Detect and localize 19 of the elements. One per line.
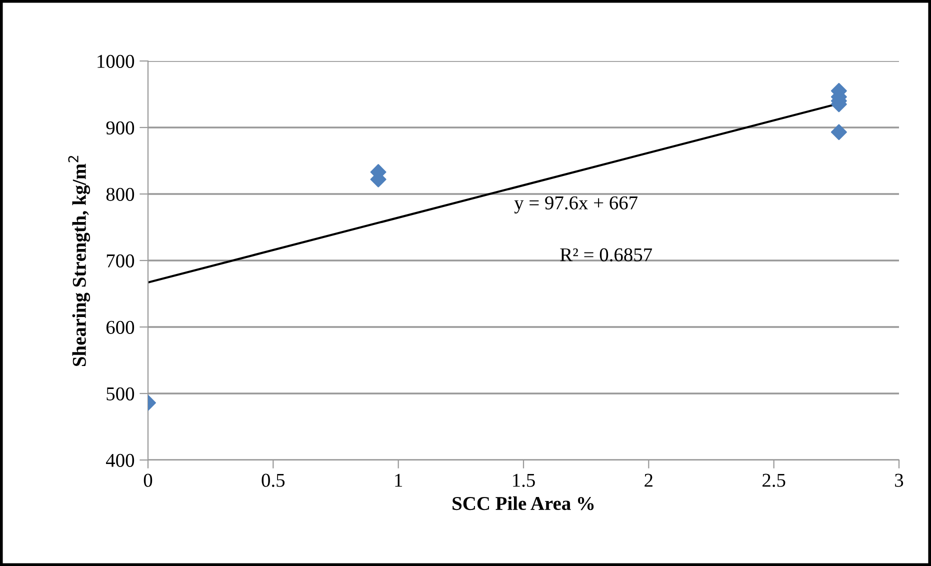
x-tick-label: 1.5 xyxy=(513,474,535,487)
y-tick-label: 700 xyxy=(106,254,134,268)
x-axis-title: SCC Pile Area % xyxy=(452,496,594,510)
y-tick-label: 900 xyxy=(106,121,134,134)
x-tick-label: 0 xyxy=(144,474,152,487)
y-tick-label: 600 xyxy=(106,320,134,334)
x-tick-label: 0.5 xyxy=(262,474,285,487)
x-tick-label: 3 xyxy=(895,474,904,487)
annotation: y = 97.6x + 667 xyxy=(514,196,638,214)
y-tick-label: 400 xyxy=(106,454,134,467)
y-tick-label: 800 xyxy=(106,188,134,201)
y-tick-label: 500 xyxy=(106,387,134,400)
annotation: R² = 0.6857 xyxy=(560,248,652,262)
x-tick-label: 2.5 xyxy=(762,474,786,487)
x-tick-label: 2 xyxy=(644,474,652,487)
y-tick-label: 1000 xyxy=(98,54,134,68)
y-axis-title: Shearing Strength, kg/m$^{2}$ xyxy=(68,156,90,366)
x-tick-label: 1 xyxy=(395,474,402,487)
point xyxy=(830,124,847,140)
